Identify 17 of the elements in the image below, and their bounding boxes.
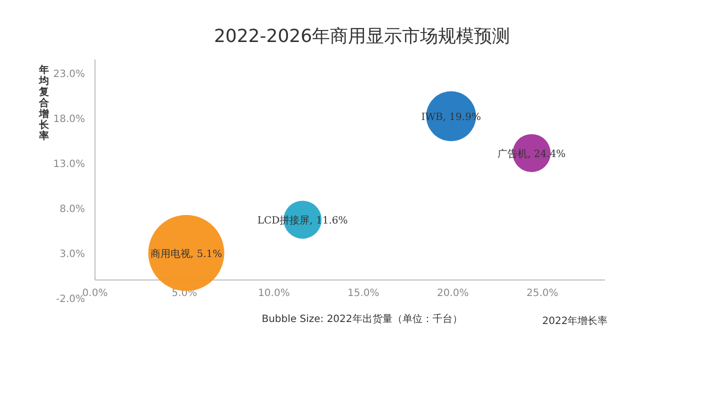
- text: Bubble Size: 2022年出货量（单位：千台）: [262, 313, 462, 325]
- y-tick-label: 8.0%: [60, 204, 85, 215]
- y-tick-label: 3.0%: [60, 249, 85, 260]
- x-tick-label: 15.0%: [348, 288, 380, 299]
- x-tick-label: 10.0%: [258, 288, 290, 299]
- series-label: 商用电视, 5.1%: [150, 248, 222, 260]
- x-tick-label: 5.0%: [172, 288, 198, 299]
- y-tick-label: 13.0%: [53, 159, 85, 170]
- chart-title: 2022-2026年商用显示市场规模预测: [214, 26, 510, 47]
- x-tick-label: 0.0%: [82, 288, 108, 299]
- y-tick-label: -2.0%: [56, 294, 85, 305]
- y-tick-label: 18.0%: [53, 114, 85, 125]
- y-axis-title: 年均复合增长率: [38, 64, 50, 142]
- x-tick-label: 20.0%: [437, 288, 469, 299]
- x-tick-label: 25.0%: [526, 288, 558, 299]
- y-tick-label: 23.0%: [53, 69, 85, 80]
- x-axis-title: 2022年增长率: [542, 315, 608, 327]
